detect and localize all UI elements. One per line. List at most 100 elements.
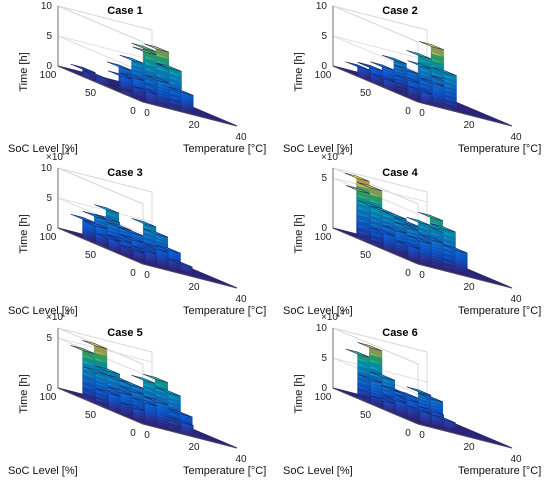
bar-top-face <box>371 73 396 83</box>
bar <box>156 62 182 111</box>
z-tick-label: 5 <box>321 353 327 364</box>
bar-top-face <box>107 70 133 80</box>
bar-top-face <box>107 386 133 396</box>
bar <box>358 200 384 248</box>
temp-tick-label: 40 <box>510 132 522 143</box>
soc-tick-label: 0 <box>405 268 411 279</box>
bar-top-face <box>143 373 168 383</box>
z-multiplier: ×10 <box>46 0 63 1</box>
bar-top-face <box>70 63 96 73</box>
y-axis-line <box>57 65 144 103</box>
bar <box>145 74 170 108</box>
bar-top-face <box>395 240 421 250</box>
bar-top-face <box>370 61 395 71</box>
chart-title: Case 5 <box>107 327 142 339</box>
z-tick-label: 10 <box>41 1 53 12</box>
temp-tick-label: 40 <box>235 454 247 465</box>
bar-top-face <box>408 86 434 96</box>
soc-axis-label: SoC Level [%] <box>8 305 78 317</box>
soc-axis-label: SoC Level [%] <box>8 465 78 477</box>
z-tick-label: 10 <box>316 1 328 12</box>
bar-top-face <box>144 396 169 406</box>
z-tick-label: 0 <box>321 223 327 234</box>
floor-gridline <box>132 259 227 284</box>
bar-top-face <box>95 213 120 223</box>
bar-top-face <box>132 245 158 255</box>
bar-top-face <box>406 50 432 60</box>
z-tick-label: 10 <box>41 163 53 174</box>
bar <box>345 61 371 81</box>
bar <box>431 66 457 111</box>
z-multiplier: ×10 <box>46 152 63 163</box>
bar-top-face <box>394 221 420 231</box>
bar-top-face <box>83 70 109 80</box>
floor-gridline <box>407 259 502 284</box>
chart-title: Case 1 <box>107 5 142 17</box>
floor-gridline <box>137 421 232 447</box>
bar-top-face <box>394 65 420 75</box>
z-axis-label: Time [h] <box>293 214 305 253</box>
soc-tick-label: 50 <box>360 88 372 99</box>
bar <box>382 394 408 416</box>
z-tick-label: 10 <box>316 323 328 334</box>
bar <box>345 185 371 243</box>
temp-tick-label: 0 <box>144 430 150 441</box>
temp-tick-label: 0 <box>144 108 150 119</box>
bar-top-face <box>155 387 181 397</box>
x-axis-line <box>417 263 513 289</box>
bar-top-face <box>394 394 420 404</box>
bar-top-face <box>132 397 158 407</box>
bar-top-face <box>119 54 145 64</box>
temperature-axis-label: Temperature [°C] <box>183 305 266 317</box>
bar-top-face <box>70 213 96 223</box>
x-axis-line <box>417 101 513 127</box>
z-tick-label: 0 <box>46 61 52 72</box>
z-multiplier: ×10 <box>46 312 63 323</box>
bar-top-face <box>345 185 371 195</box>
z-tick-label: 5 <box>46 31 52 42</box>
y-axis-line <box>57 387 144 425</box>
bar-top-face <box>156 62 182 72</box>
bar <box>371 227 396 253</box>
bar <box>371 73 396 91</box>
z-axis-label: Time [h] <box>293 374 305 413</box>
y-axis-line <box>332 65 419 103</box>
bar <box>96 387 121 413</box>
z-axis-label: Time [h] <box>18 214 30 253</box>
bar-top-face <box>419 234 444 244</box>
bar-top-face <box>131 218 157 228</box>
y-axis-line <box>57 227 144 265</box>
soc-tick-label: 0 <box>130 106 136 117</box>
floor-gridline <box>126 416 222 442</box>
bar-top-face <box>407 405 433 415</box>
soc-tick-label: 100 <box>40 232 57 243</box>
bar-top-face <box>83 220 109 230</box>
floor-gridline <box>407 419 502 444</box>
soc-tick-label: 50 <box>360 250 372 261</box>
chart-title: Case 3 <box>107 167 142 179</box>
bar-top-face <box>96 233 121 243</box>
bar-top-face <box>381 54 407 64</box>
z-exponent: 4 <box>65 308 70 317</box>
bar <box>430 223 456 271</box>
bar-top-face <box>358 374 384 384</box>
bar-top-face <box>107 234 133 244</box>
floor-gridline <box>412 99 507 125</box>
bar-top-face <box>143 228 168 238</box>
z-exponent: 4 <box>340 308 345 317</box>
bar-top-face <box>94 204 119 214</box>
bar-top-face <box>96 387 121 397</box>
bar-top-face <box>419 406 444 416</box>
bar-top-face <box>118 379 144 389</box>
bar-top-face <box>167 408 193 418</box>
bar-top-face <box>407 60 433 70</box>
floor-gridline <box>412 261 507 287</box>
bar-top-face <box>395 74 421 84</box>
temp-tick-label: 40 <box>510 454 522 465</box>
bar-top-face <box>406 216 432 226</box>
bar-top-face <box>155 244 181 254</box>
z-multiplier: ×10 <box>321 312 338 323</box>
bar-top-face <box>407 235 433 245</box>
bar-top-face <box>119 234 145 244</box>
